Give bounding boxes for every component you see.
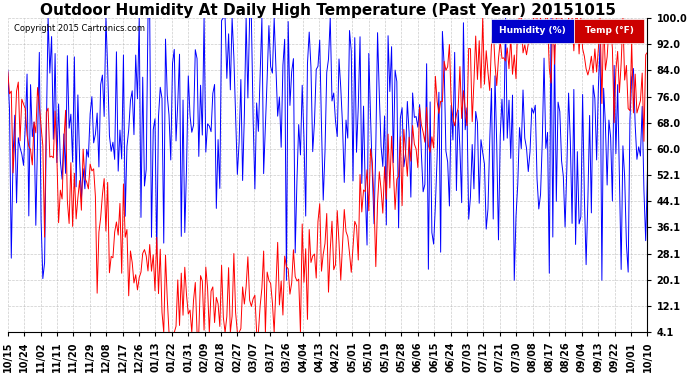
FancyBboxPatch shape bbox=[491, 20, 574, 43]
Title: Outdoor Humidity At Daily High Temperature (Past Year) 20151015: Outdoor Humidity At Daily High Temperatu… bbox=[39, 3, 615, 18]
Text: Copyright 2015 Cartronics.com: Copyright 2015 Cartronics.com bbox=[14, 24, 145, 33]
Text: Humidity (%): Humidity (%) bbox=[499, 27, 566, 36]
Text: Temp (°F): Temp (°F) bbox=[584, 27, 633, 36]
FancyBboxPatch shape bbox=[574, 20, 644, 43]
